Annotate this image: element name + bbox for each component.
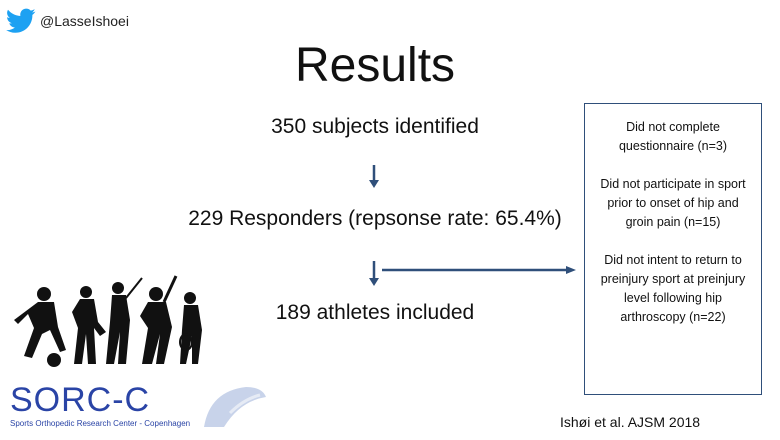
twitter-bird-icon — [6, 8, 36, 33]
twitter-handle: @LasseIshoei — [6, 8, 129, 34]
logo-subtitle: Sports Orthopedic Research Center - Cope… — [10, 419, 191, 428]
step-responders: 229 Responders (repsonse rate: 65.4%) — [188, 207, 562, 230]
exclusion-item: Did not intent to return to preinjury sp… — [600, 253, 746, 324]
sorc-logo: SORC-C Sports Orthopedic Research Center… — [10, 383, 190, 428]
athletes-silhouette-image — [14, 275, 202, 367]
step-identified: 350 subjects identified — [271, 115, 479, 138]
handle-text: @LasseIshoei — [40, 13, 129, 29]
exclusions-box: Did not complete questionnaire (n=3) Did… — [584, 103, 762, 395]
exclusion-item: Did not participate in sport prior to on… — [600, 177, 746, 229]
slide-title: Results — [294, 39, 456, 92]
exclusion-arrow — [382, 266, 576, 274]
exclusion-item: Did not complete questionnaire (n=3) — [618, 120, 728, 153]
down-arrow-1 — [369, 165, 379, 188]
down-arrow-2 — [369, 261, 379, 286]
citation: Ishøi et al. AJSM 2018 — [560, 414, 701, 430]
step-included: 189 athletes included — [275, 301, 475, 324]
soccer-ball-icon — [204, 387, 266, 427]
logo-name: SORC-C — [10, 381, 151, 419]
